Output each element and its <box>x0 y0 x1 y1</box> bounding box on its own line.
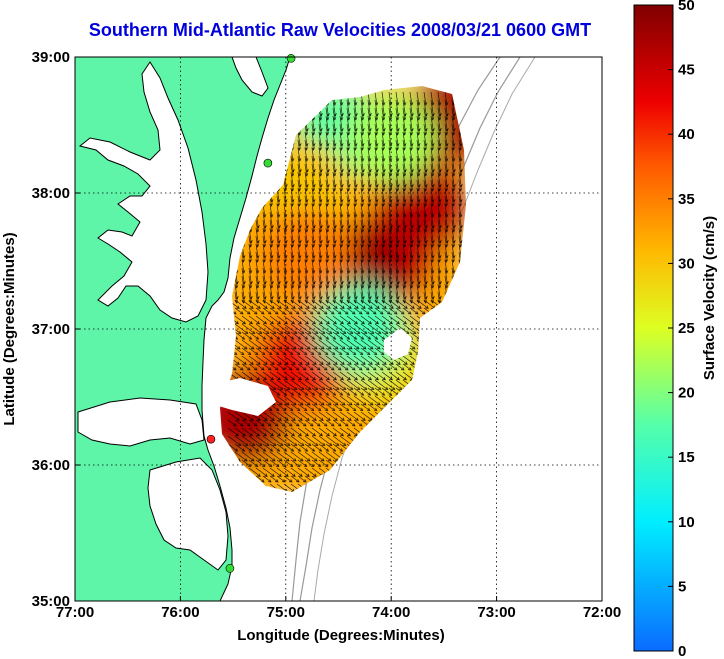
colorbar-tick-label: 15 <box>678 449 695 466</box>
colorbar-tick-label: 20 <box>678 385 695 402</box>
albemarle-sound <box>77 397 205 447</box>
station-marker[interactable] <box>206 434 216 444</box>
station-marker[interactable] <box>286 54 296 63</box>
coverage-gap <box>210 378 276 416</box>
colorbar-tick-label: 45 <box>678 62 695 79</box>
colorbar-tick-label: 10 <box>678 514 695 531</box>
x-axis-label: Longitude (Degrees:Minutes) <box>237 627 445 644</box>
y-axis-label: Latitude (Degrees:Minutes) <box>1 232 18 425</box>
colorbar-tick-label: 30 <box>678 255 695 272</box>
colorbar-tick-label: 35 <box>678 191 695 208</box>
pamlico-sound <box>147 457 229 571</box>
x-tick-label: 76:00 <box>161 604 199 621</box>
y-tick-label: 35:00 <box>32 593 70 610</box>
y-tick-label: 37:00 <box>32 321 70 338</box>
y-tick-label: 36:00 <box>32 457 70 474</box>
station-marker[interactable] <box>225 564 235 573</box>
delaware-bay <box>231 57 269 97</box>
x-tick-label: 74:00 <box>372 604 410 621</box>
chesapeake-bay <box>78 61 209 323</box>
x-tick-label: 73:00 <box>477 604 515 621</box>
colorbar-tick-label: 40 <box>678 126 695 143</box>
colorbar-tick-label: 25 <box>678 320 695 337</box>
y-tick-label: 39:00 <box>32 49 70 66</box>
colorbar-tick-label: 50 <box>678 0 695 14</box>
x-tick-label: 75:00 <box>267 604 305 621</box>
land-mass <box>75 57 291 601</box>
colorbar-tick-label: 5 <box>678 578 686 595</box>
x-tick-label: 77:00 <box>56 604 94 621</box>
colorbar <box>633 4 674 652</box>
colorbar-label: Surface Velocity (cm/s) <box>701 216 718 380</box>
x-tick-label: 72:00 <box>583 604 621 621</box>
y-tick-label: 38:00 <box>32 185 70 202</box>
station-marker[interactable] <box>263 158 273 168</box>
map-title: Southern Mid-Atlantic Raw Velocities 200… <box>88 20 592 40</box>
colorbar-tick-label: 0 <box>678 643 686 659</box>
